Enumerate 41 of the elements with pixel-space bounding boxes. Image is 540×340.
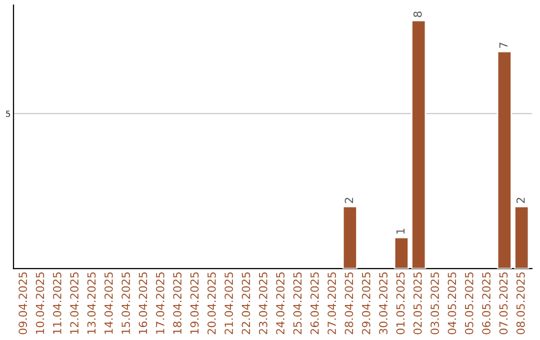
- x-tick-label: 02.05.2025: [413, 272, 422, 334]
- x-tick-label: 25.04.2025: [293, 272, 302, 334]
- bar: [411, 20, 426, 269]
- x-tick-label: 20.04.2025: [207, 272, 216, 334]
- x-tick-label: 22.04.2025: [242, 272, 250, 334]
- x-tick-label: 26.04.2025: [310, 272, 319, 334]
- x-tick-label: 30.04.2025: [379, 272, 388, 334]
- y-tick-label: 5: [6, 110, 10, 117]
- x-tick-label: 05.05.2025: [464, 272, 474, 334]
- x-tick-label: 29.04.2025: [362, 272, 370, 334]
- data-label: 7: [499, 42, 508, 48]
- x-tick-label: 24.04.2025: [276, 272, 285, 334]
- x-tick-label: 10.04.2025: [36, 272, 44, 334]
- bar: [394, 236, 410, 269]
- x-tick-label: 08.05.2025: [516, 272, 525, 334]
- x-tick-label: 06.05.2025: [482, 272, 490, 334]
- x-tick-label: 27.04.2025: [328, 272, 336, 334]
- x-tick-label: 12.04.2025: [70, 272, 79, 334]
- x-tick-label: 23.04.2025: [258, 272, 268, 334]
- x-tick-label: 15.04.2025: [122, 272, 130, 334]
- data-label: 1: [396, 228, 405, 234]
- x-tick-label: 14.04.2025: [104, 272, 113, 334]
- x-tick-label: 07.05.2025: [499, 272, 508, 334]
- data-label: 2: [344, 198, 354, 204]
- x-tick-label: 13.04.2025: [87, 272, 96, 334]
- data-label: 8: [413, 12, 422, 18]
- x-tick-label: 04.05.2025: [448, 272, 456, 334]
- x-tick-label: 21.04.2025: [224, 272, 234, 334]
- x-tick-label: 28.04.2025: [344, 272, 354, 334]
- x-tick-label: 18.04.2025: [173, 272, 182, 334]
- x-tick-label: 11.04.2025: [52, 272, 62, 334]
- x-tick-label: 19.04.2025: [190, 272, 199, 334]
- bar: [342, 206, 358, 269]
- x-tick-label: 01.05.2025: [396, 272, 405, 334]
- x-tick-label: 16.04.2025: [138, 272, 148, 334]
- data-label: 2: [516, 198, 525, 204]
- bar: [514, 206, 530, 269]
- x-tick-label: 03.05.2025: [430, 272, 439, 334]
- x-tick-label: 17.04.2025: [156, 272, 164, 334]
- bar: [496, 50, 512, 269]
- x-tick-label: 09.04.2025: [18, 272, 28, 334]
